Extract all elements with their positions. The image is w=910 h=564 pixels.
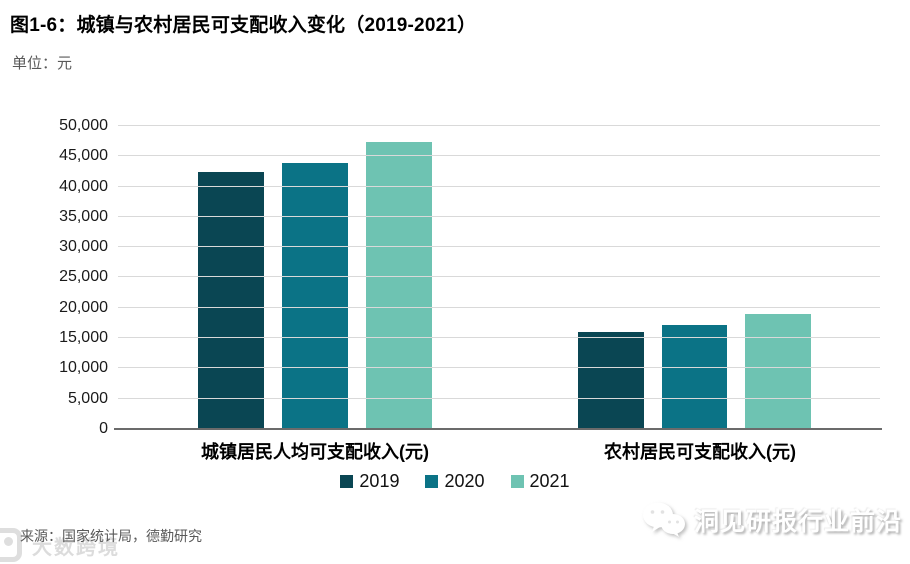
y-tick-label: 10,000 (59, 359, 108, 376)
gridline (118, 216, 880, 217)
gridline (118, 337, 880, 338)
category-label-rural: 农村居民可支配收入(元) (604, 442, 796, 462)
y-tick-label: 15,000 (59, 329, 108, 346)
y-tick-label: 50,000 (59, 117, 108, 134)
chart-unit-label: 单位：元 (12, 55, 73, 72)
legend-swatch-icon (425, 475, 439, 488)
y-tick-label: 45,000 (59, 147, 108, 164)
y-tick-label: 25,000 (59, 268, 108, 285)
wechat-icon (642, 502, 685, 537)
legend-label: 2021 (529, 471, 570, 491)
gridline (118, 186, 880, 187)
legend-item-2021: 2021 (510, 471, 570, 492)
legend-item-2020: 2020 (425, 471, 485, 492)
legend-label: 2019 (359, 471, 400, 491)
watermark-left-logo-icon (0, 528, 22, 562)
gridline (118, 276, 880, 277)
y-tick-label: 35,000 (59, 208, 108, 225)
source-line: 来源：国家统计局，德勤研究 (20, 528, 202, 544)
bar-group (578, 126, 812, 429)
watermark-left-text: 大数跨境 (32, 536, 120, 559)
gridline (118, 307, 880, 308)
category-label-urban: 城镇居民人均可支配收入(元) (201, 442, 429, 462)
bar-2020-cat0 (282, 163, 348, 429)
bar-2019-cat0 (198, 172, 264, 429)
watermark-left: 大数跨境 (0, 528, 120, 562)
y-tick-label: 20,000 (59, 299, 108, 316)
gridline (118, 155, 880, 156)
gridline (118, 367, 880, 368)
watermark-right-text: 洞见研报行业前沿 (693, 508, 902, 536)
chart-title: 图1-6：城镇与农村居民可支配收入变化（2019-2021） (10, 15, 477, 36)
legend-item-2019: 2019 (340, 471, 399, 492)
bar-2020-cat1 (661, 325, 728, 429)
x-axis-line (114, 428, 882, 430)
y-tick-label: 40,000 (59, 178, 108, 195)
gridline (118, 246, 880, 247)
bar-2021-cat1 (745, 314, 812, 429)
legend-swatch-icon (340, 475, 354, 488)
gridline (118, 125, 880, 126)
y-tick-label: 0 (99, 420, 108, 437)
y-tick-label: 30,000 (59, 238, 108, 255)
bar-2019-cat1 (578, 332, 644, 429)
y-tick-label: 5,000 (67, 390, 108, 407)
watermark-right: 洞见研报行业前沿 (642, 502, 902, 538)
bar-group (198, 126, 432, 429)
legend-label: 2020 (444, 471, 485, 491)
legend-swatch-icon (510, 475, 524, 488)
plot-area (118, 125, 880, 429)
chart-legend: 2019 2020 2021 (0, 471, 910, 492)
bar-2021-cat0 (366, 142, 432, 429)
gridline (118, 398, 880, 399)
y-axis: 0 5,000 10,000 15,000 20,000 25,000 30,000 35,0… (0, 117, 108, 437)
